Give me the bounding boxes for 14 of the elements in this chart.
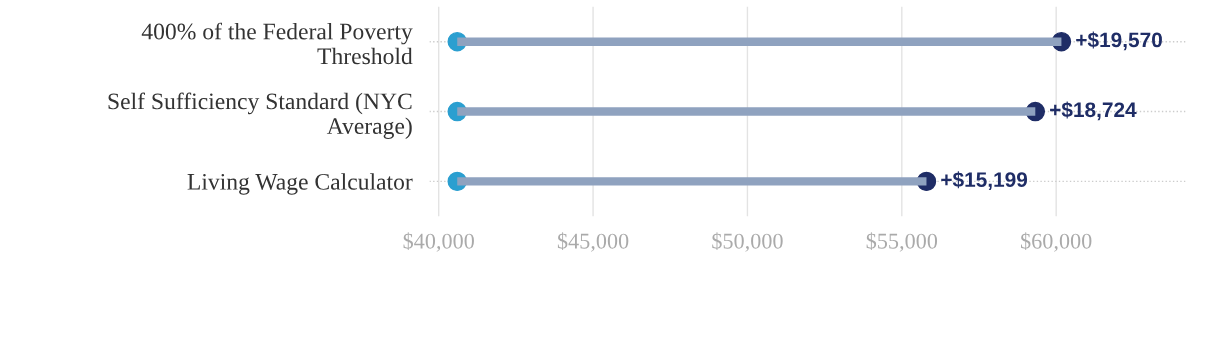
- x-tick-label: $55,000: [866, 232, 938, 252]
- x-tick-label: $50,000: [712, 232, 783, 252]
- data-label: +$15,199: [941, 171, 1028, 191]
- y-tick-label: 400% of the Federal Poverty Threshold: [141, 22, 413, 65]
- bar: [457, 37, 1062, 46]
- y-tick-label: Self Sufficiency Standard (NYC Average): [108, 92, 412, 139]
- y-tick-label: Living Wage Calculator: [187, 173, 413, 195]
- x-tick-label: $40,000: [403, 232, 474, 252]
- bar: [457, 107, 1036, 116]
- data-label: +$18,724: [1050, 101, 1137, 121]
- x-tick-label: $60,000: [1021, 232, 1092, 252]
- data-label: +$19,570: [1076, 31, 1162, 51]
- x-tick-label: $45,000: [557, 232, 629, 252]
- bar: [457, 177, 927, 186]
